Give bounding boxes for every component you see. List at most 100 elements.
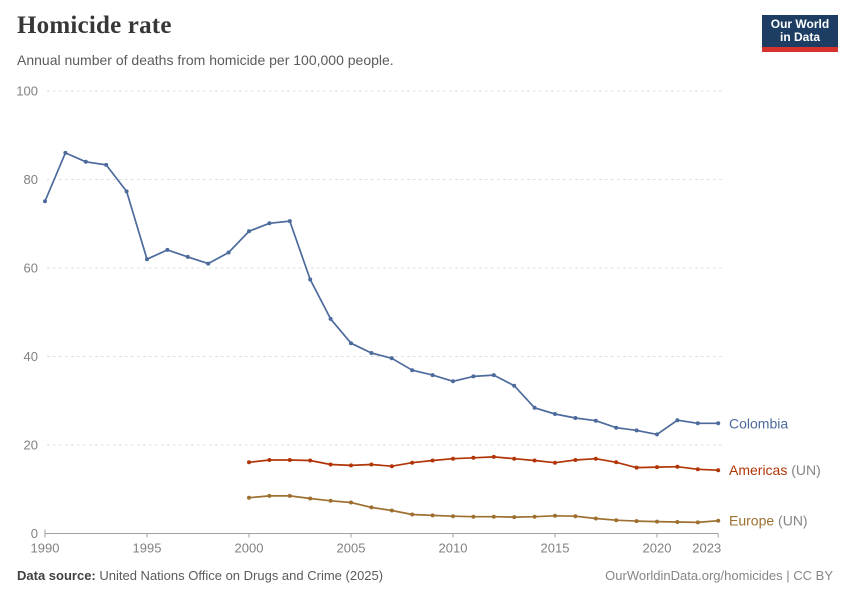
series-point-europe bbox=[512, 515, 517, 520]
series-point-europe bbox=[369, 505, 374, 510]
series-point-americas bbox=[593, 456, 598, 461]
series-point-europe bbox=[247, 495, 251, 500]
series-point-colombia bbox=[451, 379, 455, 384]
series-point-europe bbox=[328, 498, 333, 503]
series-point-colombia bbox=[695, 421, 700, 426]
series-point-colombia bbox=[185, 254, 190, 259]
y-tick-label-40: 40 bbox=[24, 349, 38, 364]
data-source-text: United Nations Office on Drugs and Crime… bbox=[95, 568, 384, 583]
series-point-americas bbox=[695, 467, 700, 472]
series-point-americas bbox=[512, 456, 517, 461]
series-point-colombia bbox=[145, 257, 149, 262]
series-point-colombia bbox=[247, 229, 251, 234]
series-point-colombia bbox=[43, 199, 47, 204]
series-point-colombia bbox=[226, 250, 231, 255]
series-point-europe bbox=[471, 514, 476, 519]
chart-title: Homicide rate bbox=[17, 12, 172, 39]
series-point-europe bbox=[716, 518, 721, 523]
series-point-colombia bbox=[410, 368, 415, 373]
series-point-europe bbox=[573, 514, 578, 519]
series-point-europe bbox=[675, 520, 680, 524]
series-point-colombia bbox=[471, 374, 476, 379]
series-point-americas bbox=[471, 455, 476, 460]
series-point-colombia bbox=[491, 373, 496, 378]
series-point-americas bbox=[553, 460, 557, 465]
series-point-europe bbox=[349, 500, 353, 505]
series-point-colombia bbox=[328, 316, 333, 321]
series-point-colombia bbox=[206, 261, 211, 266]
series-point-europe bbox=[532, 514, 537, 519]
series-point-colombia bbox=[512, 383, 517, 388]
x-tick-label-2000: 2000 bbox=[235, 541, 264, 556]
x-tick-label-2023: 2023 bbox=[692, 541, 721, 556]
series-point-europe bbox=[614, 518, 619, 523]
series-point-colombia bbox=[308, 277, 313, 282]
y-tick-label-60: 60 bbox=[24, 261, 38, 276]
owid-logo[interactable]: Our World in Data bbox=[762, 15, 838, 52]
series-label-colombia[interactable]: Colombia bbox=[729, 415, 788, 431]
x-tick-label-1990: 1990 bbox=[31, 541, 60, 556]
x-tick-label-2005: 2005 bbox=[337, 541, 366, 556]
series-point-europe bbox=[655, 519, 659, 524]
series-point-americas bbox=[655, 465, 659, 470]
license-credit[interactable]: OurWorldinData.org/homicides | CC BY bbox=[605, 568, 833, 583]
series-point-americas bbox=[430, 458, 435, 463]
series-point-europe bbox=[634, 519, 639, 524]
series-point-colombia bbox=[634, 428, 639, 433]
series-point-americas bbox=[328, 462, 333, 467]
series-point-americas bbox=[532, 458, 537, 463]
series-point-colombia bbox=[655, 432, 659, 437]
y-tick-label-20: 20 bbox=[24, 438, 38, 453]
series-point-colombia bbox=[716, 421, 721, 426]
series-point-colombia bbox=[104, 162, 109, 167]
series-point-europe bbox=[451, 514, 455, 519]
x-tick-label-2015: 2015 bbox=[541, 541, 570, 556]
series-point-colombia bbox=[389, 356, 394, 361]
series-point-colombia bbox=[573, 416, 578, 420]
series-point-americas bbox=[267, 458, 272, 462]
series-point-colombia bbox=[614, 425, 619, 430]
series-label-europe[interactable]: Europe (UN) bbox=[729, 513, 808, 529]
x-tick-label-1995: 1995 bbox=[133, 541, 162, 556]
owid-logo-line1: Our World bbox=[770, 17, 830, 31]
x-tick-label-2010: 2010 bbox=[439, 541, 468, 556]
series-point-americas bbox=[349, 463, 353, 468]
series-point-colombia bbox=[63, 150, 68, 155]
series-point-americas bbox=[634, 465, 639, 470]
series-line-europe[interactable] bbox=[248, 495, 719, 524]
series-point-europe bbox=[695, 520, 700, 525]
y-tick-label-80: 80 bbox=[24, 172, 38, 187]
data-source: Data source: United Nations Office on Dr… bbox=[17, 568, 383, 583]
series-point-europe bbox=[267, 493, 272, 498]
chart-subtitle: Annual number of deaths from homicide pe… bbox=[17, 52, 394, 68]
series-point-americas bbox=[614, 460, 619, 465]
series-point-americas bbox=[389, 464, 394, 469]
series-point-colombia bbox=[369, 351, 374, 355]
series-point-colombia bbox=[287, 219, 292, 224]
series-point-colombia bbox=[593, 418, 598, 423]
series-point-americas bbox=[369, 462, 374, 467]
series-point-colombia bbox=[165, 247, 170, 252]
series-point-americas bbox=[451, 456, 455, 461]
y-tick-label-0: 0 bbox=[31, 526, 38, 541]
series-label-americas[interactable]: Americas (UN) bbox=[729, 462, 821, 478]
series-point-americas bbox=[573, 458, 578, 462]
series-line-americas[interactable] bbox=[248, 456, 719, 472]
series-point-colombia bbox=[349, 341, 353, 346]
series-point-europe bbox=[553, 513, 557, 518]
series-point-colombia bbox=[430, 373, 435, 378]
series-point-americas bbox=[247, 460, 251, 465]
series-point-colombia bbox=[83, 159, 88, 164]
series-point-americas bbox=[308, 458, 313, 463]
x-tick-label-2020: 2020 bbox=[643, 541, 672, 556]
series-point-europe bbox=[491, 514, 496, 519]
series-point-colombia bbox=[124, 189, 129, 194]
series-point-colombia bbox=[553, 412, 557, 416]
series-point-europe bbox=[389, 508, 394, 513]
series-point-americas bbox=[410, 460, 415, 465]
series-point-colombia bbox=[267, 221, 272, 226]
data-source-label: Data source: bbox=[17, 568, 96, 583]
series-line-colombia[interactable] bbox=[44, 152, 719, 436]
